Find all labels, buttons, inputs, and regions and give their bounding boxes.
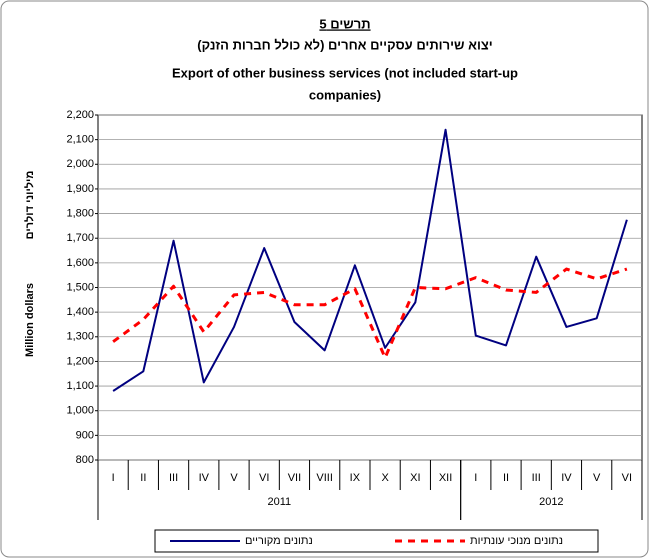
x-tick-label: VI [622, 472, 632, 484]
x-tick-label: I [112, 472, 115, 484]
x-tick-label: XI [410, 472, 420, 484]
y-tick-label: 1,600 [66, 257, 94, 269]
chart-title-en: Export of other business services (not i… [172, 65, 518, 80]
y-tick-label: 2,000 [66, 158, 94, 170]
y-tick-label: 1,300 [66, 331, 94, 343]
x-tick-label: IV [199, 472, 210, 484]
y-tick-label: 900 [76, 429, 94, 441]
x-tick-label: IX [350, 472, 361, 484]
y-axis-label-he: מיליוני דולרים [23, 171, 36, 240]
y-tick-label: 1,800 [66, 207, 94, 219]
x-tick-label: VII [288, 472, 301, 484]
y-tick-label: 800 [76, 454, 94, 466]
legend-label: נתונים מנוכי עונתיות [470, 535, 563, 547]
x-tick-label: II [503, 472, 509, 484]
y-tick-label: 1,900 [66, 183, 94, 195]
chart-title: תרשים 5 [319, 16, 370, 31]
y-tick-label: 2,200 [66, 109, 94, 121]
y-tick-label: 1,200 [66, 355, 94, 367]
x-tick-label: IV [561, 472, 572, 484]
x-tick-label: VIII [316, 472, 333, 484]
group-label: 2012 [539, 496, 563, 508]
x-tick-label: I [474, 472, 477, 484]
x-tick-label: III [169, 472, 178, 484]
y-tick-label: 1,500 [66, 281, 94, 293]
x-tick-label: III [532, 472, 541, 484]
y-tick-label: 1,000 [66, 405, 94, 417]
y-tick-label: 1,700 [66, 232, 94, 244]
x-tick-label: II [140, 472, 146, 484]
x-tick-label: V [593, 472, 601, 484]
chart-subtitle: יצוא שירותים עסקיים אחרים (לא כולל חברות… [197, 37, 492, 52]
x-tick-label: V [230, 472, 238, 484]
y-tick-label: 2,100 [66, 134, 94, 146]
group-label: 2011 [268, 496, 292, 508]
y-tick-label: 1,100 [66, 380, 94, 392]
x-tick-label: X [381, 472, 389, 484]
legend [154, 529, 599, 553]
chart-title-en: companies) [309, 87, 381, 102]
y-axis-label: Million dollars [24, 283, 36, 357]
series-line [112, 128, 628, 392]
x-tick-label: XII [439, 472, 452, 484]
y-tick-label: 1,400 [66, 306, 94, 318]
legend-label: נתונים מקוריים [245, 535, 313, 547]
x-tick-label: VI [259, 472, 269, 484]
